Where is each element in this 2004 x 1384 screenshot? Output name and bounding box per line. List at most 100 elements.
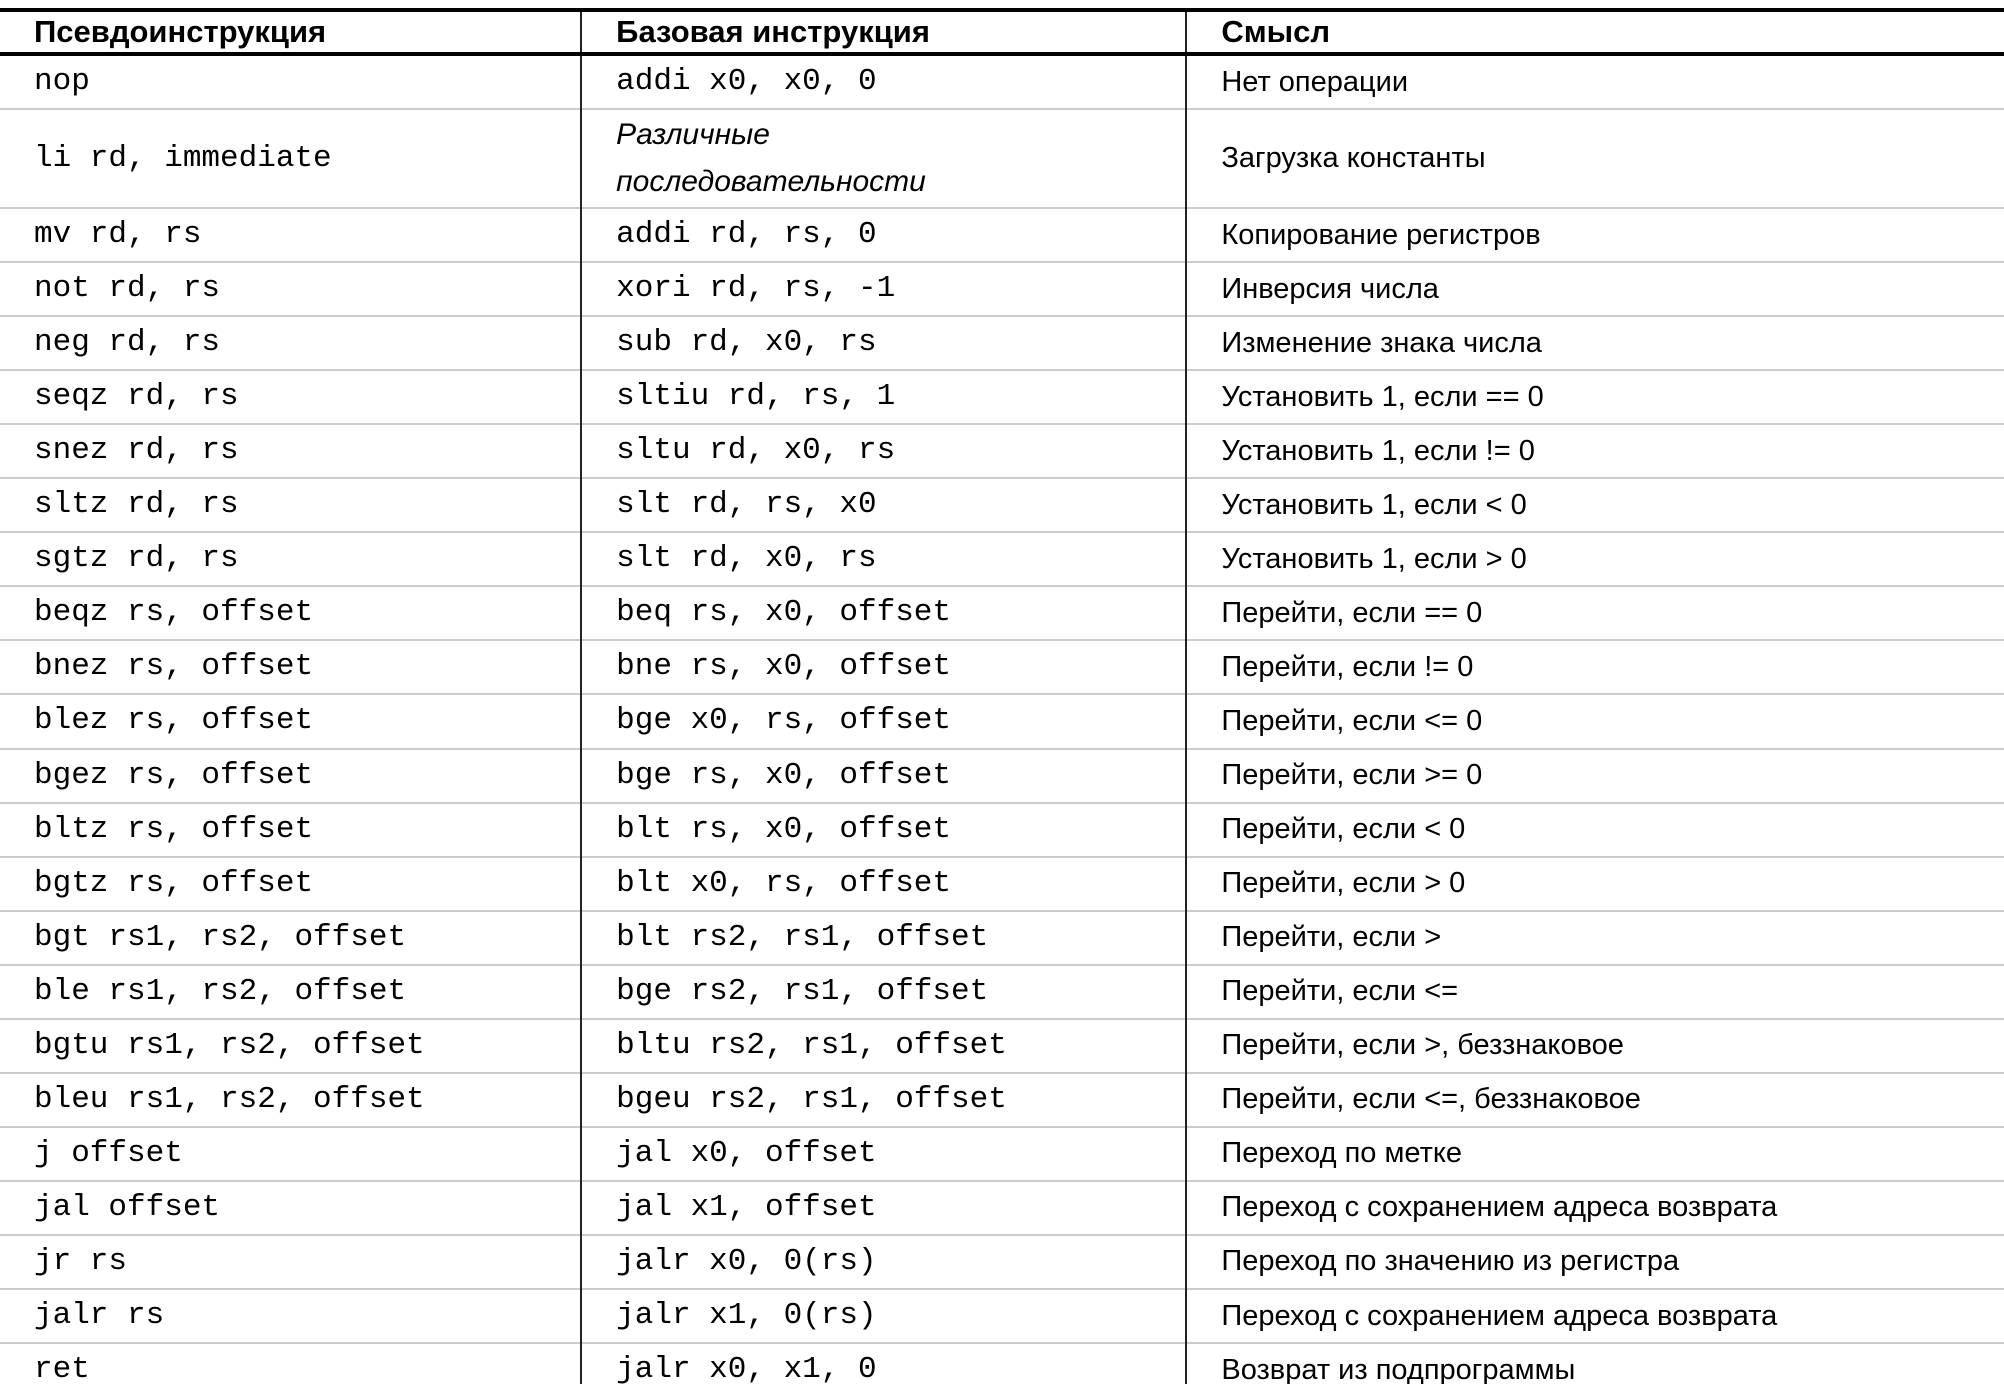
pseudoinstruction-cell: sgtz rd, rs bbox=[0, 531, 582, 587]
base-instruction-cell: blt rs2, rs1, offset bbox=[580, 909, 1187, 965]
pseudoinstruction-table: Псевдоинструкция Базовая инструкция Смыс… bbox=[0, 8, 2004, 1384]
base-instruction-cell: jalr x0, x1, 0 bbox=[580, 1342, 1187, 1384]
pseudoinstruction-cell: ble rs1, rs2, offset bbox=[0, 963, 582, 1019]
base-instruction-cell: addi rd, rs, 0 bbox=[580, 207, 1187, 263]
meaning-cell: Установить 1, если > 0 bbox=[1185, 531, 2004, 587]
base-instruction-cell: bne rs, x0, offset bbox=[580, 639, 1187, 695]
meaning-cell: Установить 1, если == 0 bbox=[1185, 369, 2004, 425]
pseudoinstruction-cell: li rd, immediate bbox=[0, 108, 582, 209]
table-row: mv rd, rs addi rd, rs, 0 Копирование регис… bbox=[0, 207, 2004, 263]
pseudoinstruction-cell: beqz rs, offset bbox=[0, 585, 582, 641]
pseudoinstruction-cell: snez rd, rs bbox=[0, 423, 582, 479]
pseudoinstruction-cell: jalr rs bbox=[0, 1287, 582, 1344]
meaning-cell: Перейти, если < 0 bbox=[1185, 801, 2004, 857]
meaning-cell: Установить 1, если != 0 bbox=[1185, 423, 2004, 479]
table-row: bgtz rs, offset blt x0, rs, offset Перейти… bbox=[0, 855, 2004, 911]
pseudoinstruction-cell: bgtu rs1, rs2, offset bbox=[0, 1017, 582, 1073]
base-instruction-cell: bgeu rs2, rs1, offset bbox=[580, 1071, 1187, 1127]
meaning-cell: Переход с сохранением адреса возврата bbox=[1185, 1287, 2004, 1344]
meaning-cell: Установить 1, если < 0 bbox=[1185, 477, 2004, 533]
table-row: jal offset jal x1, offset Переход с сохран… bbox=[0, 1179, 2004, 1235]
base-instruction-cell: jalr x0, 0(rs) bbox=[580, 1233, 1187, 1289]
base-instruction-cell: jalr x1, 0(rs) bbox=[580, 1287, 1187, 1344]
meaning-cell: Перейти, если <= 0 bbox=[1185, 693, 2004, 749]
base-instruction-cell: sltu rd, x0, rs bbox=[580, 423, 1187, 479]
base-instruction-cell: beq rs, x0, offset bbox=[580, 585, 1187, 641]
table-row: bltz rs, offset blt rs, x0, offset Перейти… bbox=[0, 801, 2004, 857]
meaning-cell: Копирование регистров bbox=[1185, 207, 2004, 263]
base-instruction-cell: bge rs2, rs1, offset bbox=[580, 963, 1187, 1019]
pseudoinstruction-cell: sltz rd, rs bbox=[0, 477, 582, 533]
base-instruction-cell: Различные последовательности bbox=[580, 108, 1187, 209]
pseudoinstruction-cell: bgt rs1, rs2, offset bbox=[0, 909, 582, 965]
base-instruction-cell: slt rd, rs, x0 bbox=[580, 477, 1187, 533]
base-instruction-cell: slt rd, x0, rs bbox=[580, 531, 1187, 587]
table-header: Псевдоинструкция Базовая инструкция Смыс… bbox=[0, 8, 2004, 56]
column-header-base-instruction: Базовая инструкция bbox=[580, 8, 1187, 56]
meaning-cell: Перейти, если > 0 bbox=[1185, 855, 2004, 911]
base-instruction-cell: sltiu rd, rs, 1 bbox=[580, 369, 1187, 425]
table-row: li rd, immediate Различные последовательн… bbox=[0, 108, 2004, 209]
meaning-cell: Перейти, если > bbox=[1185, 909, 2004, 965]
pseudoinstruction-cell: bgez rs, offset bbox=[0, 747, 582, 803]
pseudoinstruction-cell: blez rs, offset bbox=[0, 693, 582, 749]
meaning-cell: Перейти, если >, беззнаковое bbox=[1185, 1017, 2004, 1073]
pseudoinstruction-cell: bnez rs, offset bbox=[0, 639, 582, 695]
meaning-cell: Перейти, если <= bbox=[1185, 963, 2004, 1019]
base-instruction-cell: jal x1, offset bbox=[580, 1179, 1187, 1235]
table-body: nop addi x0, x0, 0 Нет операции li rd, imme… bbox=[0, 52, 2004, 1384]
table-row: ret jalr x0, x1, 0 Возврат из подпрограммы bbox=[0, 1342, 2004, 1384]
table-row: sgtz rd, rs slt rd, x0, rs Установить 1, е… bbox=[0, 531, 2004, 587]
base-instruction-cell: addi x0, x0, 0 bbox=[580, 52, 1187, 110]
meaning-cell: Переход с сохранением адреса возврата bbox=[1185, 1179, 2004, 1235]
meaning-cell: Изменение знака числа bbox=[1185, 315, 2004, 371]
base-instruction-cell: jal x0, offset bbox=[580, 1125, 1187, 1181]
pseudoinstruction-cell: mv rd, rs bbox=[0, 207, 582, 263]
base-instruction-cell: blt x0, rs, offset bbox=[580, 855, 1187, 911]
base-instruction-cell: xori rd, rs, -1 bbox=[580, 261, 1187, 317]
table-row: not rd, rs xori rd, rs, -1 Инверсия числа bbox=[0, 261, 2004, 317]
table-row: blez rs, offset bge x0, rs, offset Перейти… bbox=[0, 693, 2004, 749]
pseudoinstruction-cell: seqz rd, rs bbox=[0, 369, 582, 425]
pseudoinstruction-cell: nop bbox=[0, 52, 582, 110]
table-row: seqz rd, rs sltiu rd, rs, 1 Установить 1, … bbox=[0, 369, 2004, 425]
meaning-cell: Перейти, если <=, беззнаковое bbox=[1185, 1071, 2004, 1127]
base-instruction-cell: bltu rs2, rs1, offset bbox=[580, 1017, 1187, 1073]
pseudoinstruction-cell: neg rd, rs bbox=[0, 315, 582, 371]
base-instruction-cell: bge x0, rs, offset bbox=[580, 693, 1187, 749]
meaning-cell: Перейти, если >= 0 bbox=[1185, 747, 2004, 803]
column-header-pseudoinstruction: Псевдоинструкция bbox=[0, 8, 582, 56]
table-row: snez rd, rs sltu rd, x0, rs Установить 1, … bbox=[0, 423, 2004, 479]
table-row: bgtu rs1, rs2, offset bltu rs2, rs1, offs… bbox=[0, 1017, 2004, 1073]
table-row: nop addi x0, x0, 0 Нет операции bbox=[0, 52, 2004, 110]
meaning-cell: Перейти, если == 0 bbox=[1185, 585, 2004, 641]
pseudoinstruction-cell: jr rs bbox=[0, 1233, 582, 1289]
meaning-cell: Переход по метке bbox=[1185, 1125, 2004, 1181]
pseudoinstruction-cell: bgtz rs, offset bbox=[0, 855, 582, 911]
table-row: beqz rs, offset beq rs, x0, offset Перейти… bbox=[0, 585, 2004, 641]
table-row: bnez rs, offset bne rs, x0, offset Перейти… bbox=[0, 639, 2004, 695]
meaning-cell: Инверсия числа bbox=[1185, 261, 2004, 317]
pseudoinstruction-cell: not rd, rs bbox=[0, 261, 582, 317]
meaning-cell: Нет операции bbox=[1185, 52, 2004, 110]
table-row: jalr rs jalr x1, 0(rs) Переход с сохранени… bbox=[0, 1287, 2004, 1344]
header-row: Псевдоинструкция Базовая инструкция Смыс… bbox=[0, 8, 2004, 56]
base-instruction-cell: sub rd, x0, rs bbox=[580, 315, 1187, 371]
meaning-cell: Перейти, если != 0 bbox=[1185, 639, 2004, 695]
meaning-cell: Возврат из подпрограммы bbox=[1185, 1342, 2004, 1384]
meaning-cell: Переход по значению из регистра bbox=[1185, 1233, 2004, 1289]
pseudoinstruction-cell: bleu rs1, rs2, offset bbox=[0, 1071, 582, 1127]
table-row: sltz rd, rs slt rd, rs, x0 Установить 1, е… bbox=[0, 477, 2004, 533]
column-header-meaning: Смысл bbox=[1185, 8, 2004, 56]
table-row: jr rs jalr x0, 0(rs) Переход по значению и… bbox=[0, 1233, 2004, 1289]
pseudoinstruction-cell: ret bbox=[0, 1342, 582, 1384]
base-instruction-cell: blt rs, x0, offset bbox=[580, 801, 1187, 857]
table-row: bleu rs1, rs2, offset bgeu rs2, rs1, offs… bbox=[0, 1071, 2004, 1127]
pseudoinstruction-cell: bltz rs, offset bbox=[0, 801, 582, 857]
table-row: ble rs1, rs2, offset bge rs2, rs1, offset… bbox=[0, 963, 2004, 1019]
pseudoinstruction-cell: jal offset bbox=[0, 1179, 582, 1235]
table-row: bgez rs, offset bge rs, x0, offset Перейти… bbox=[0, 747, 2004, 803]
table-row: j offset jal x0, offset Переход по метке bbox=[0, 1125, 2004, 1181]
base-instruction-cell: bge rs, x0, offset bbox=[580, 747, 1187, 803]
